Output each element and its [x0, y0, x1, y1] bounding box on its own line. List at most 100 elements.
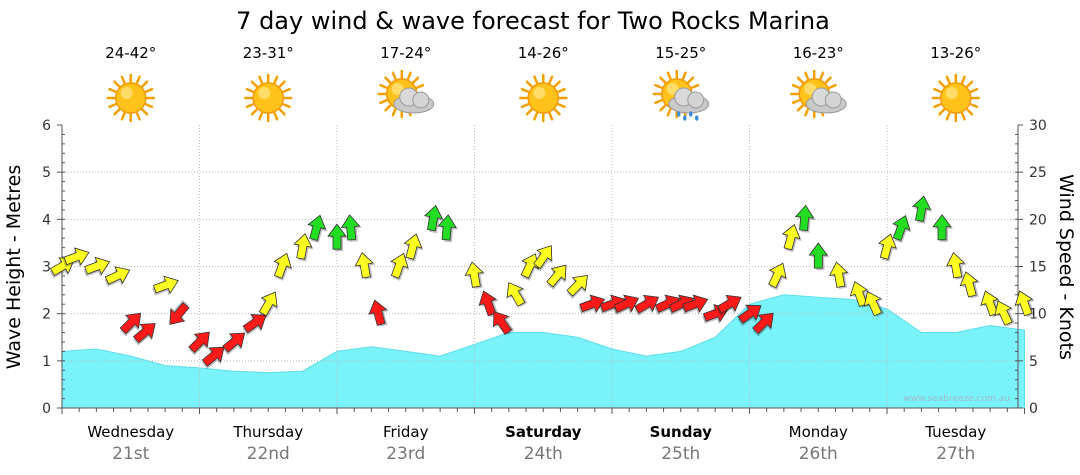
rain-drop: [676, 111, 681, 117]
sun-ray: [273, 75, 279, 85]
wind-arrow-shape: [132, 323, 156, 344]
left-tick-label: 5: [42, 165, 51, 181]
wind-arrow: [828, 261, 850, 290]
sun-ray: [804, 71, 810, 81]
wind-arrow-shape: [863, 290, 883, 317]
sun-ray: [113, 108, 121, 116]
wind-arrow-shape: [242, 314, 267, 334]
sun-ray: [791, 83, 801, 90]
sun-ray: [796, 76, 805, 84]
wind-arrow-shape: [781, 224, 801, 251]
sun-ray: [548, 75, 554, 85]
sun-ray: [520, 87, 530, 94]
wind-arrow-shape: [768, 262, 787, 289]
sun-ray: [960, 111, 966, 121]
sun-ray: [273, 111, 279, 121]
sun-ray: [796, 104, 805, 112]
sun-ray: [281, 102, 291, 109]
sun-ray: [553, 80, 561, 88]
wind-arrow-shape: [307, 214, 327, 241]
sun-ray: [281, 87, 291, 94]
wind-arrow: [390, 252, 410, 281]
wind-arrow-shape: [188, 331, 210, 354]
wind-arrow-shape: [354, 252, 374, 279]
temperature-range: 15-25°: [655, 44, 706, 62]
sunny-icon: [931, 73, 980, 123]
sun-ray: [965, 108, 974, 116]
wind-arrow-shape: [828, 261, 849, 288]
sun-ray: [933, 102, 943, 109]
wind-arrow-shape: [104, 266, 131, 285]
sun-ray: [278, 80, 286, 88]
wind-arrow: [932, 214, 953, 242]
left-tick-label: 3: [42, 260, 51, 276]
sun-ray: [278, 108, 286, 116]
right-tick-label: 20: [1029, 212, 1047, 228]
day-label: Thursday: [232, 423, 303, 441]
day-label: Saturday: [505, 423, 582, 441]
sun-ray: [391, 71, 397, 81]
wind-arrow: [169, 299, 190, 325]
wind-arrow: [104, 266, 131, 287]
sun-ray: [965, 80, 974, 88]
sun-ray: [135, 111, 141, 121]
wind-arrow: [307, 214, 328, 243]
left-tick-label: 6: [42, 118, 51, 134]
wind-arrow-shape: [222, 332, 246, 353]
date-label: 27th: [936, 444, 975, 464]
partly-cloudy-icon: [790, 69, 847, 119]
wind-arrow-shape: [506, 282, 526, 307]
sun-ray: [969, 87, 979, 94]
sun-ray: [804, 107, 810, 117]
wind-arrow-shape: [152, 275, 179, 295]
wind-arrow: [808, 242, 830, 271]
wind-arrow: [62, 247, 90, 268]
sun-ray: [113, 80, 121, 88]
wind-arrow-shape: [169, 302, 190, 325]
wind-arrow: [716, 294, 742, 316]
wind-arrow: [83, 256, 111, 277]
temperature-range: 16-23°: [793, 44, 844, 62]
wind-arrow: [201, 346, 225, 370]
wind-arrow-shape: [327, 223, 347, 250]
sun-ray: [556, 87, 566, 94]
sun-ray: [791, 98, 801, 105]
sun-ray: [140, 108, 149, 116]
wind-arrow-shape: [566, 275, 588, 297]
sun-ray: [258, 75, 264, 85]
sun-ray: [120, 75, 126, 85]
wind-arrow: [613, 294, 640, 316]
wind-arrow: [794, 204, 816, 233]
plot-area: 0 1 2 3 4 5 6 0 5 10 15 20 25 30: [42, 118, 1047, 417]
chart-title: 7 day wind & wave forecast for Two Rocks…: [236, 7, 830, 35]
wind-arrow-shape: [437, 214, 457, 241]
showers-icon: [652, 69, 710, 121]
wind-arrow: [506, 282, 528, 308]
sun-ray: [533, 111, 539, 121]
sun-ray: [245, 102, 255, 109]
wind-arrow: [752, 312, 774, 337]
wind-arrow: [634, 294, 660, 316]
wind-arrow: [737, 304, 762, 327]
wind-arrow-shape: [892, 215, 911, 242]
wind-arrow-shape: [634, 294, 660, 314]
date-label: 24th: [524, 444, 563, 464]
wind-arrow-shape: [273, 252, 292, 279]
temperature-range: 23-31°: [243, 44, 294, 62]
sun-ray: [144, 87, 154, 94]
left-tick-label: 4: [42, 212, 51, 228]
partly-cloudy-icon: [377, 69, 435, 119]
sun-ray: [659, 104, 667, 112]
wind-arrow-shape: [293, 233, 313, 260]
wind-arrow: [273, 252, 293, 281]
wind-arrow: [533, 245, 553, 272]
sun-ray: [525, 80, 534, 88]
sun-ray: [406, 71, 412, 81]
wind-arrow-shape: [493, 311, 513, 335]
wind-arrow: [403, 233, 424, 262]
wind-arrow: [242, 314, 267, 336]
sun-ray: [120, 111, 126, 121]
sun-ray: [135, 75, 141, 85]
sun-ray: [654, 98, 664, 105]
